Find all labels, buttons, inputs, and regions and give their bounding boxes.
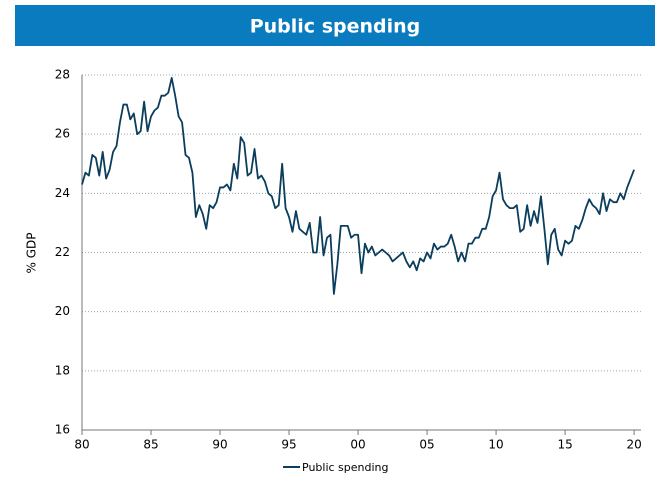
x-tick-label: 95 <box>281 438 296 452</box>
y-tick-label: 26 <box>55 127 70 141</box>
y-tick-label: 20 <box>55 304 70 318</box>
x-tick-label: 80 <box>74 438 89 452</box>
x-tick-label: 15 <box>557 438 572 452</box>
x-tick-label: 10 <box>488 438 503 452</box>
title-bar <box>15 5 655 46</box>
legend-label: Public spending <box>302 461 389 474</box>
y-axis-label: % GDP <box>25 233 39 274</box>
x-tick-label: 85 <box>143 438 158 452</box>
x-tick-label: 20 <box>626 438 641 452</box>
y-tick-label: 24 <box>55 186 70 200</box>
y-tick-label: 28 <box>55 68 70 82</box>
data-line <box>81 77 635 295</box>
y-tick-label: 18 <box>55 363 70 377</box>
x-tick-label: 05 <box>419 438 434 452</box>
x-tick-label: 90 <box>212 438 227 452</box>
x-tick-label: 00 <box>350 438 365 452</box>
y-tick-label: 22 <box>55 245 70 259</box>
y-tick-label: 16 <box>55 423 70 437</box>
chart-title: Public spending <box>250 16 421 38</box>
